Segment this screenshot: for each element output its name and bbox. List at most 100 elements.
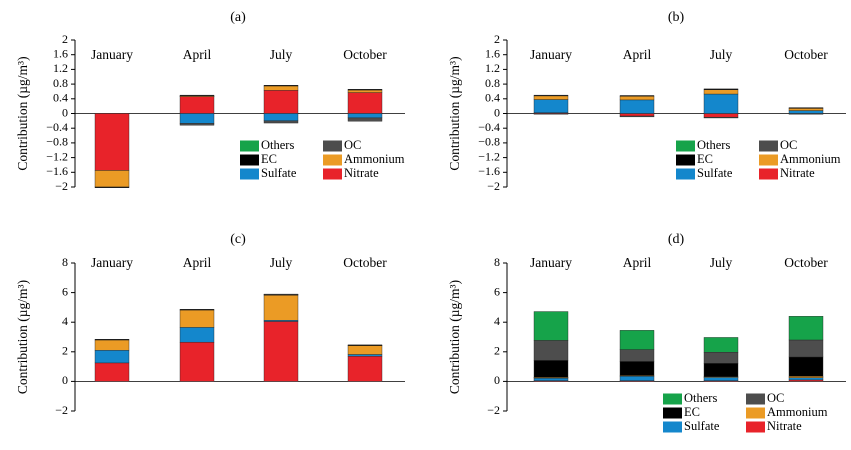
bar-segment-ec-october — [347, 89, 383, 91]
bar-segment-sulfate-october — [788, 377, 824, 381]
legend-label-ec: EC — [261, 152, 277, 166]
bar-segment-ec-january — [94, 186, 130, 189]
legend-label-sulfate: Sulfate — [684, 419, 720, 433]
y-tick-label: 1.6 — [485, 46, 500, 60]
bar-segment-sulfate-january — [94, 350, 130, 364]
bar-segment-ec-january — [94, 339, 130, 341]
legend-swatch-oc — [759, 140, 778, 152]
month-label: October — [343, 47, 387, 62]
bar-segment-sulfate-april — [619, 376, 655, 381]
bar-segment-oc-january — [533, 113, 569, 115]
bar-segment-oc-april — [619, 115, 655, 118]
bar-segment-nitrate-october — [347, 356, 383, 382]
y-axis-label: Contribution (µg/m³) — [447, 56, 462, 170]
y-tick-label: 0 — [62, 373, 68, 387]
bar-segment-ec-april — [179, 309, 215, 311]
bar-segment-nitrate-october — [788, 379, 824, 382]
month-label: April — [183, 47, 212, 62]
month-label: October — [784, 47, 828, 62]
bar-segment-sulfate-april — [619, 99, 655, 114]
panel-label: (c) — [230, 232, 246, 247]
bar-segment-oc-october — [788, 339, 824, 358]
y-tick-label: 0 — [494, 105, 500, 119]
bar-segment-sulfate-january — [533, 99, 569, 113]
bar-segment-oc-july — [703, 352, 739, 364]
legend-swatch-ammonium — [746, 407, 765, 419]
bar-segment-nitrate-april — [179, 96, 215, 114]
legend-swatch-ammonium — [759, 154, 778, 166]
bar-segment-ec-july — [703, 363, 739, 377]
panel-a: (a)Contribution (µg/m³)21.61.20.80.40−0.… — [15, 10, 405, 193]
bar-segment-nitrate-october — [347, 92, 383, 114]
y-tick-label: −0.8 — [46, 135, 68, 149]
legend-label-ec: EC — [684, 405, 700, 419]
bar-segment-ec-january — [533, 360, 569, 378]
legend-swatch-ec — [676, 154, 695, 166]
month-label: April — [183, 255, 212, 270]
legend-label-others: Others — [684, 391, 717, 405]
bar-segment-ec-october — [788, 356, 824, 377]
bar-segment-sulfate-april — [179, 113, 215, 124]
legend-label-sulfate: Sulfate — [261, 166, 297, 180]
y-tick-label: −2 — [487, 403, 500, 417]
legend-swatch-nitrate — [759, 168, 778, 180]
panel-c: (c) Contribution (µg/m³) 8 6 4 2 0 −2 January Apr… — [15, 232, 405, 417]
y-tick-label: 4 — [494, 314, 500, 328]
bar-segment-oc-april — [619, 349, 655, 362]
month-label: July — [710, 47, 733, 62]
legend-label-nitrate: Nitrate — [344, 166, 379, 180]
legend-label-oc: OC — [767, 391, 784, 405]
legend-label-others: Others — [697, 138, 730, 152]
bar-segment-nitrate-july — [263, 90, 299, 114]
y-tick-label: −0.4 — [46, 120, 68, 134]
legend-label-ammonium: Ammonium — [780, 152, 841, 166]
bar-segment-nitrate-july — [703, 113, 739, 118]
bar-segment-ammonium-january — [94, 339, 130, 351]
bar-segment-ammonium-january — [533, 95, 569, 100]
month-label: July — [270, 255, 293, 270]
bar-segment-others-april — [619, 330, 655, 350]
bar-segment-ec-july — [703, 88, 739, 90]
y-tick-label: 0.8 — [485, 76, 500, 90]
bar-segment-others-october — [788, 316, 824, 341]
bar-segment-oc-april — [179, 123, 215, 126]
legend-label-ammonium: Ammonium — [767, 405, 828, 419]
bar-segment-ec-october — [347, 344, 383, 346]
bar-segment-sulfate-october — [347, 354, 383, 357]
legend-swatch-ec — [240, 154, 259, 166]
month-label: April — [623, 255, 652, 270]
month-label: January — [530, 47, 572, 62]
bar-segment-ec-october — [788, 107, 824, 109]
y-tick-label: −1.2 — [46, 149, 68, 163]
y-tick-label: −2 — [487, 179, 500, 193]
legend-label-ammonium: Ammonium — [344, 152, 405, 166]
y-tick-label: 0.4 — [53, 91, 68, 105]
bar-segment-ammonium-july — [263, 294, 299, 321]
month-label: January — [91, 255, 133, 270]
month-label: October — [784, 255, 828, 270]
bar-segment-nitrate-july — [263, 321, 299, 382]
y-tick-label: 0.4 — [485, 91, 500, 105]
panel-label: (b) — [668, 10, 685, 25]
bar-segment-oc-january — [533, 340, 569, 361]
bar-segment-oc-july — [263, 120, 299, 124]
bar-segment-nitrate-april — [179, 341, 215, 382]
legend-swatch-sulfate — [240, 168, 259, 180]
bar-segment-ec-april — [179, 94, 215, 97]
legend-swatch-ammonium — [323, 154, 342, 166]
y-axis-label: Contribution (µg/m³) — [15, 56, 30, 170]
bar-segment-ammonium-july — [703, 89, 739, 95]
legend-swatch-nitrate — [323, 168, 342, 180]
legend-swatch-sulfate — [663, 421, 682, 433]
y-tick-label: 1.2 — [53, 61, 68, 75]
legend-swatch-others — [676, 140, 695, 152]
y-tick-label: 2 — [494, 32, 500, 46]
legend-swatch-others — [663, 393, 682, 405]
y-tick-label: 6 — [62, 284, 68, 298]
bar-segment-oc-october — [347, 117, 383, 122]
y-tick-label: 1.2 — [485, 61, 500, 75]
legend-swatch-oc — [323, 140, 342, 152]
legend-label-nitrate: Nitrate — [767, 419, 802, 433]
bar-segment-nitrate-january — [94, 362, 130, 382]
bar-segment-oc-october — [788, 113, 824, 115]
